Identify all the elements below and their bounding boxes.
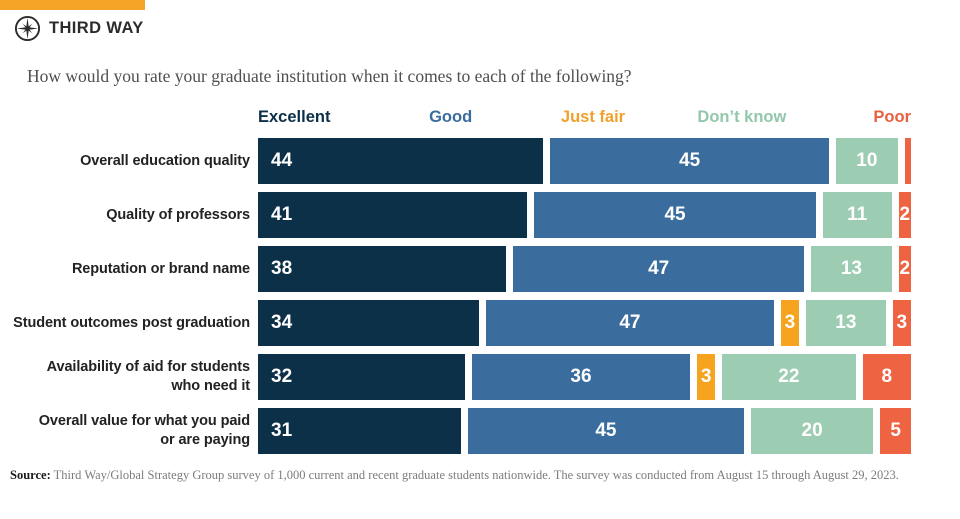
bar-segment-don-t-know: 11 (822, 192, 892, 238)
bar-track: 41 45 11 2 (258, 192, 911, 238)
segment-value: 13 (835, 312, 857, 333)
bar-segment-poor: 5 (880, 408, 911, 454)
segment-value: 22 (778, 366, 800, 387)
segment-value: 41 (271, 204, 293, 225)
segment-value: 34 (271, 312, 293, 333)
row-label: Overall education quality (80, 152, 250, 169)
chart-area: Excellent Good Just fair Don’t know Poor Ove… (0, 106, 960, 454)
row-label: Availability of aid for students who nee… (46, 359, 250, 394)
bar-segment-good: 45 (550, 138, 829, 184)
bar-row: Availability of aid for students who nee… (0, 354, 960, 400)
bar-rows: Overall education quality 44 45 10 Quality o… (0, 138, 960, 454)
bar-segment-good: 36 (471, 354, 691, 400)
segment-value: 2 (899, 258, 911, 279)
row-label: Quality of professors (106, 206, 250, 223)
bar-segment-excellent: 34 (258, 300, 480, 346)
source-text: Third Way/Global Strategy Group survey o… (50, 468, 899, 482)
bar-track: 31 45 20 5 (258, 408, 911, 454)
bar-segment-poor (904, 138, 911, 184)
segment-value: 45 (679, 150, 701, 171)
chart-title: How would you rate your graduate institu… (27, 66, 632, 86)
segment-value: 11 (847, 204, 868, 225)
row-label: Student outcomes post graduation (13, 314, 250, 331)
segment-value: 45 (595, 420, 617, 441)
bar-segment-don-t-know: 10 (835, 138, 898, 184)
bar-row: Reputation or brand name 38 47 13 2 (0, 246, 960, 292)
bar-segment-poor: 2 (898, 192, 911, 238)
bar-segment-good: 47 (486, 300, 774, 346)
bar-segment-excellent: 31 (258, 408, 461, 454)
bar-segment-poor: 3 (892, 300, 911, 346)
bar-row: Quality of professors 41 45 11 2 (0, 192, 960, 238)
bar-row: Overall education quality 44 45 10 (0, 138, 960, 184)
segment-value: 8 (881, 366, 893, 387)
segment-value: 3 (896, 312, 908, 333)
bar-segment-just-fair: 3 (780, 300, 800, 346)
bar-track: 44 45 10 (258, 138, 911, 184)
bar-segment-don-t-know: 20 (750, 408, 874, 454)
legend-item-good: Good (429, 108, 473, 126)
bar-track: 32 36 3 22 8 (258, 354, 911, 400)
brand-name: THIRD WAY (49, 19, 144, 37)
source-note: Source: Third Way/Global Strategy Group … (10, 467, 954, 484)
row-label: Overall value for what you paid or are p… (38, 413, 250, 448)
segment-value: 32 (271, 366, 293, 387)
segment-value: 2 (899, 204, 911, 225)
segment-value: 47 (648, 258, 670, 279)
top-accent-bar (0, 0, 145, 10)
bar-track: 38 47 13 2 (258, 246, 911, 292)
segment-value: 10 (856, 150, 878, 171)
legend-item-just-fair: Just fair (560, 108, 626, 126)
compass-star-icon (14, 15, 41, 42)
segment-value: 44 (271, 150, 293, 171)
bar-segment-just-fair: 3 (697, 354, 716, 400)
segment-value: 20 (801, 420, 823, 441)
legend-item-excellent: Excellent (258, 108, 331, 126)
row-label: Reputation or brand name (71, 260, 250, 277)
legend: Excellent Good Just fair Don’t know Poor (258, 106, 911, 136)
bar-segment-don-t-know: 13 (811, 246, 892, 292)
bar-segment-poor: 2 (898, 246, 911, 292)
bar-segment-excellent: 38 (258, 246, 507, 292)
bar-row: Student outcomes post graduation 34 47 3 13 3 (0, 300, 960, 346)
segment-value: 45 (664, 204, 686, 225)
bar-segment-excellent: 44 (258, 138, 544, 184)
segment-value: 36 (570, 366, 592, 387)
segment-value: 3 (784, 312, 796, 333)
segment-value: 38 (271, 258, 293, 279)
bar-segment-poor: 8 (862, 354, 911, 400)
bar-segment-good: 47 (513, 246, 805, 292)
bar-track: 34 47 3 13 3 (258, 300, 911, 346)
bar-segment-excellent: 32 (258, 354, 465, 400)
bar-segment-good: 45 (534, 192, 816, 238)
segment-value: 47 (619, 312, 641, 333)
bar-segment-good: 45 (467, 408, 744, 454)
source-label: Source: (10, 468, 51, 482)
segment-value: 31 (271, 420, 293, 441)
segment-value: 5 (890, 420, 901, 441)
bar-row: Overall value for what you paid or are p… (0, 408, 960, 454)
bar-segment-excellent: 41 (258, 192, 528, 238)
legend-item-poor: Poor (873, 108, 911, 126)
legend-item-don-t-know: Don’t know (697, 108, 787, 126)
bar-segment-don-t-know: 22 (722, 354, 856, 400)
bar-segment-don-t-know: 13 (806, 300, 886, 346)
brand: THIRD WAY (14, 15, 144, 42)
segment-value: 3 (700, 366, 712, 387)
segment-value: 13 (840, 258, 862, 279)
